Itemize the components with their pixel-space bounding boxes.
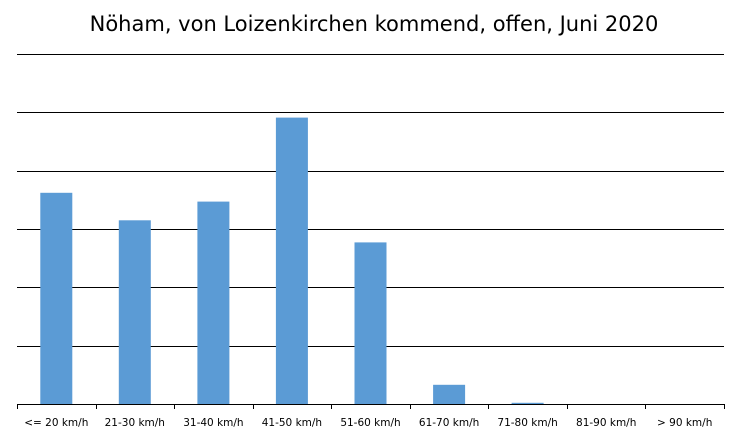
x-tick-label: 41-50 km/h bbox=[262, 417, 322, 429]
bar bbox=[40, 192, 73, 404]
x-tick-label: 71-80 km/h bbox=[497, 417, 557, 429]
x-tick-labels: <= 20 km/h 21-30 km/h 31-40 km/h 41-50 km/h… bbox=[24, 417, 712, 429]
bar bbox=[433, 384, 466, 405]
bar bbox=[511, 402, 544, 404]
bar bbox=[275, 117, 308, 404]
x-tick-label: 51-60 km/h bbox=[340, 417, 400, 429]
x-tick-label: 81-90 km/h bbox=[576, 417, 636, 429]
x-tick-label: > 90 km/h bbox=[657, 417, 712, 429]
x-tick-label: 61-70 km/h bbox=[419, 417, 479, 429]
bar bbox=[197, 201, 230, 404]
x-axis bbox=[17, 404, 725, 409]
x-tick-label: <= 20 km/h bbox=[24, 417, 88, 429]
x-tick-label: 21-30 km/h bbox=[105, 417, 165, 429]
bar bbox=[354, 242, 387, 404]
chart-title: Nöham, von Loizenkirchen kommend, offen,… bbox=[89, 12, 659, 36]
bar bbox=[118, 220, 151, 405]
x-tick-label: 31-40 km/h bbox=[183, 417, 243, 429]
bars bbox=[40, 117, 544, 405]
